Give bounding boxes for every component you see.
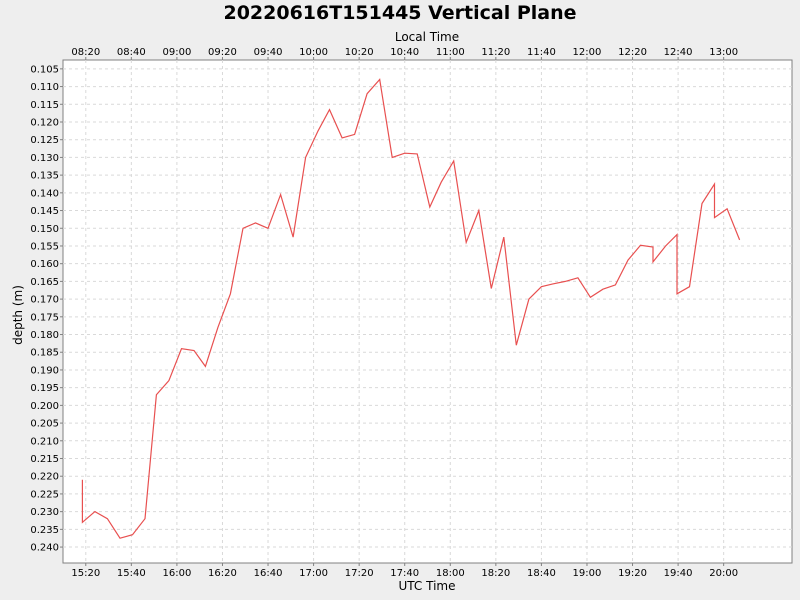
chart-title: 20220616T151445 Vertical Plane	[223, 2, 576, 24]
y-tick-label: 0.175	[30, 312, 59, 323]
x-tick-label: 16:20	[208, 568, 237, 579]
y-tick-label: 0.200	[30, 401, 59, 412]
y-axis-label: depth (m)	[11, 285, 25, 345]
x2-tick-label: 10:20	[345, 47, 374, 58]
y-tick-label: 0.230	[30, 507, 59, 518]
x2-tick-label: 11:40	[527, 47, 556, 58]
x-tick-label: 19:20	[618, 568, 647, 579]
y-tick-label: 0.110	[30, 82, 59, 93]
x2-tick-label: 11:00	[436, 47, 465, 58]
y-tick-label: 0.115	[30, 100, 59, 111]
x2-tick-label: 08:20	[71, 47, 100, 58]
x-tick-label: 15:20	[71, 568, 100, 579]
y-tick-label: 0.190	[30, 365, 59, 376]
x-tick-label: 16:00	[162, 568, 191, 579]
y-tick-label: 0.155	[30, 241, 59, 252]
x2-axis-label: Local Time	[395, 30, 459, 44]
y-tick-label: 0.160	[30, 259, 59, 270]
y-tick-label: 0.235	[30, 525, 59, 536]
x2-tick-label: 09:40	[254, 47, 283, 58]
y-tick-label: 0.130	[30, 153, 59, 164]
y-tick-label: 0.150	[30, 224, 59, 235]
y-tick-label: 0.240	[30, 543, 59, 554]
x-tick-label: 19:40	[664, 568, 693, 579]
y-tick-label: 0.225	[30, 489, 59, 500]
x2-tick-label: 11:20	[481, 47, 510, 58]
y-tick-label: 0.215	[30, 454, 59, 465]
x-tick-label: 17:00	[299, 568, 328, 579]
y-tick-label: 0.170	[30, 295, 59, 306]
y-tick-label: 0.185	[30, 348, 59, 359]
x-tick-label: 18:40	[527, 568, 556, 579]
x-tick-label: 18:00	[436, 568, 465, 579]
x2-tick-label: 09:20	[208, 47, 237, 58]
y-tick-label: 0.165	[30, 277, 59, 288]
x2-tick-label: 12:20	[618, 47, 647, 58]
y-tick-label: 0.140	[30, 188, 59, 199]
x-tick-label: 16:40	[254, 568, 283, 579]
x-axis-label: UTC Time	[399, 579, 456, 593]
x-tick-label: 17:20	[345, 568, 374, 579]
y-tick-label: 0.135	[30, 171, 59, 182]
y-tick-label: 0.220	[30, 472, 59, 483]
y-tick-label: 0.125	[30, 135, 59, 146]
y-tick-label: 0.210	[30, 436, 59, 447]
x2-tick-label: 08:40	[117, 47, 146, 58]
x2-tick-label: 10:40	[390, 47, 419, 58]
y-tick-label: 0.205	[30, 419, 59, 430]
x2-tick-label: 09:00	[162, 47, 191, 58]
y-tick-label: 0.180	[30, 330, 59, 341]
x-tick-label: 20:00	[709, 568, 738, 579]
y-tick-label: 0.195	[30, 383, 59, 394]
x-tick-label: 19:00	[573, 568, 602, 579]
x-tick-label: 18:20	[481, 568, 510, 579]
x2-tick-label: 12:00	[573, 47, 602, 58]
plot-area	[63, 60, 792, 563]
x-tick-label: 15:40	[117, 568, 146, 579]
x2-tick-label: 10:00	[299, 47, 328, 58]
y-tick-label: 0.105	[30, 64, 59, 75]
x2-tick-label: 13:00	[709, 47, 738, 58]
x-tick-label: 17:40	[390, 568, 419, 579]
y-tick-label: 0.120	[30, 117, 59, 128]
x2-tick-label: 12:40	[664, 47, 693, 58]
y-tick-label: 0.145	[30, 206, 59, 217]
